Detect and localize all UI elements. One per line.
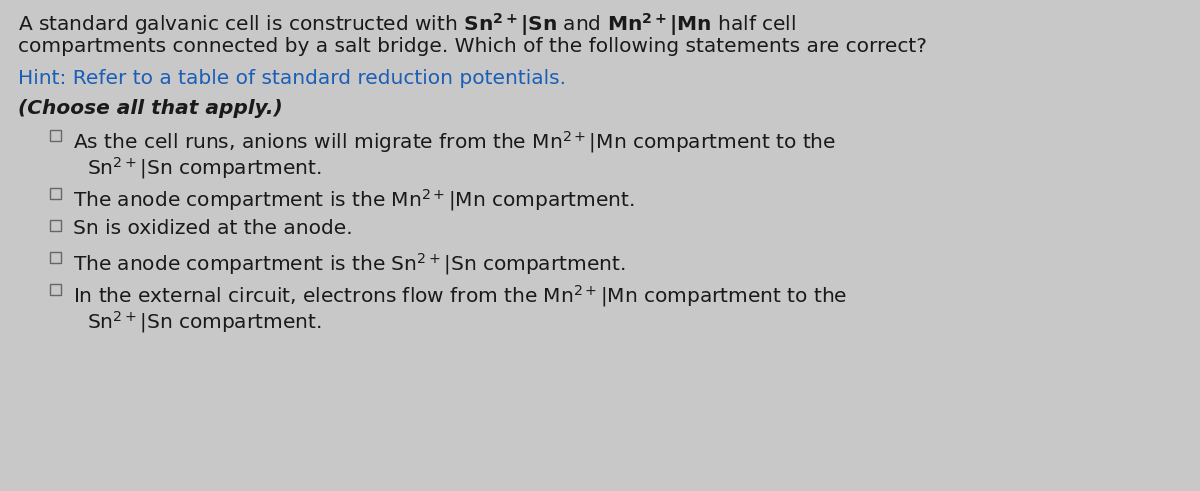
Text: Sn is oxidized at the anode.: Sn is oxidized at the anode. xyxy=(73,219,353,238)
Text: As the cell runs, anions will migrate from the $\mathrm{Mn^{2+}|Mn}$ compartment: As the cell runs, anions will migrate fr… xyxy=(73,129,836,155)
Text: $\mathrm{Sn^{2+}|Sn}$ compartment.: $\mathrm{Sn^{2+}|Sn}$ compartment. xyxy=(88,155,322,181)
Text: In the external circuit, electrons flow from the $\mathrm{Mn^{2+}|Mn}$ compartme: In the external circuit, electrons flow … xyxy=(73,283,847,309)
Bar xyxy=(50,130,61,141)
Bar xyxy=(50,252,61,263)
Text: (Choose all that apply.): (Choose all that apply.) xyxy=(18,99,283,118)
Bar xyxy=(50,220,61,231)
Text: The anode compartment is the $\mathrm{Sn^{2+}|Sn}$ compartment.: The anode compartment is the $\mathrm{Sn… xyxy=(73,251,625,277)
Text: $\mathrm{Sn^{2+}|Sn}$ compartment.: $\mathrm{Sn^{2+}|Sn}$ compartment. xyxy=(88,309,322,335)
Bar xyxy=(50,188,61,199)
Text: A standard galvanic cell is constructed with $\mathbf{Sn^{2+}|Sn}$ and $\mathbf{: A standard galvanic cell is constructed … xyxy=(18,11,796,38)
Text: Hint: Refer to a table of standard reduction potentials.: Hint: Refer to a table of standard reduc… xyxy=(18,69,566,88)
Text: The anode compartment is the $\mathrm{Mn^{2+}|Mn}$ compartment.: The anode compartment is the $\mathrm{Mn… xyxy=(73,187,635,213)
Bar xyxy=(50,284,61,295)
Text: compartments connected by a salt bridge. Which of the following statements are c: compartments connected by a salt bridge.… xyxy=(18,37,926,56)
